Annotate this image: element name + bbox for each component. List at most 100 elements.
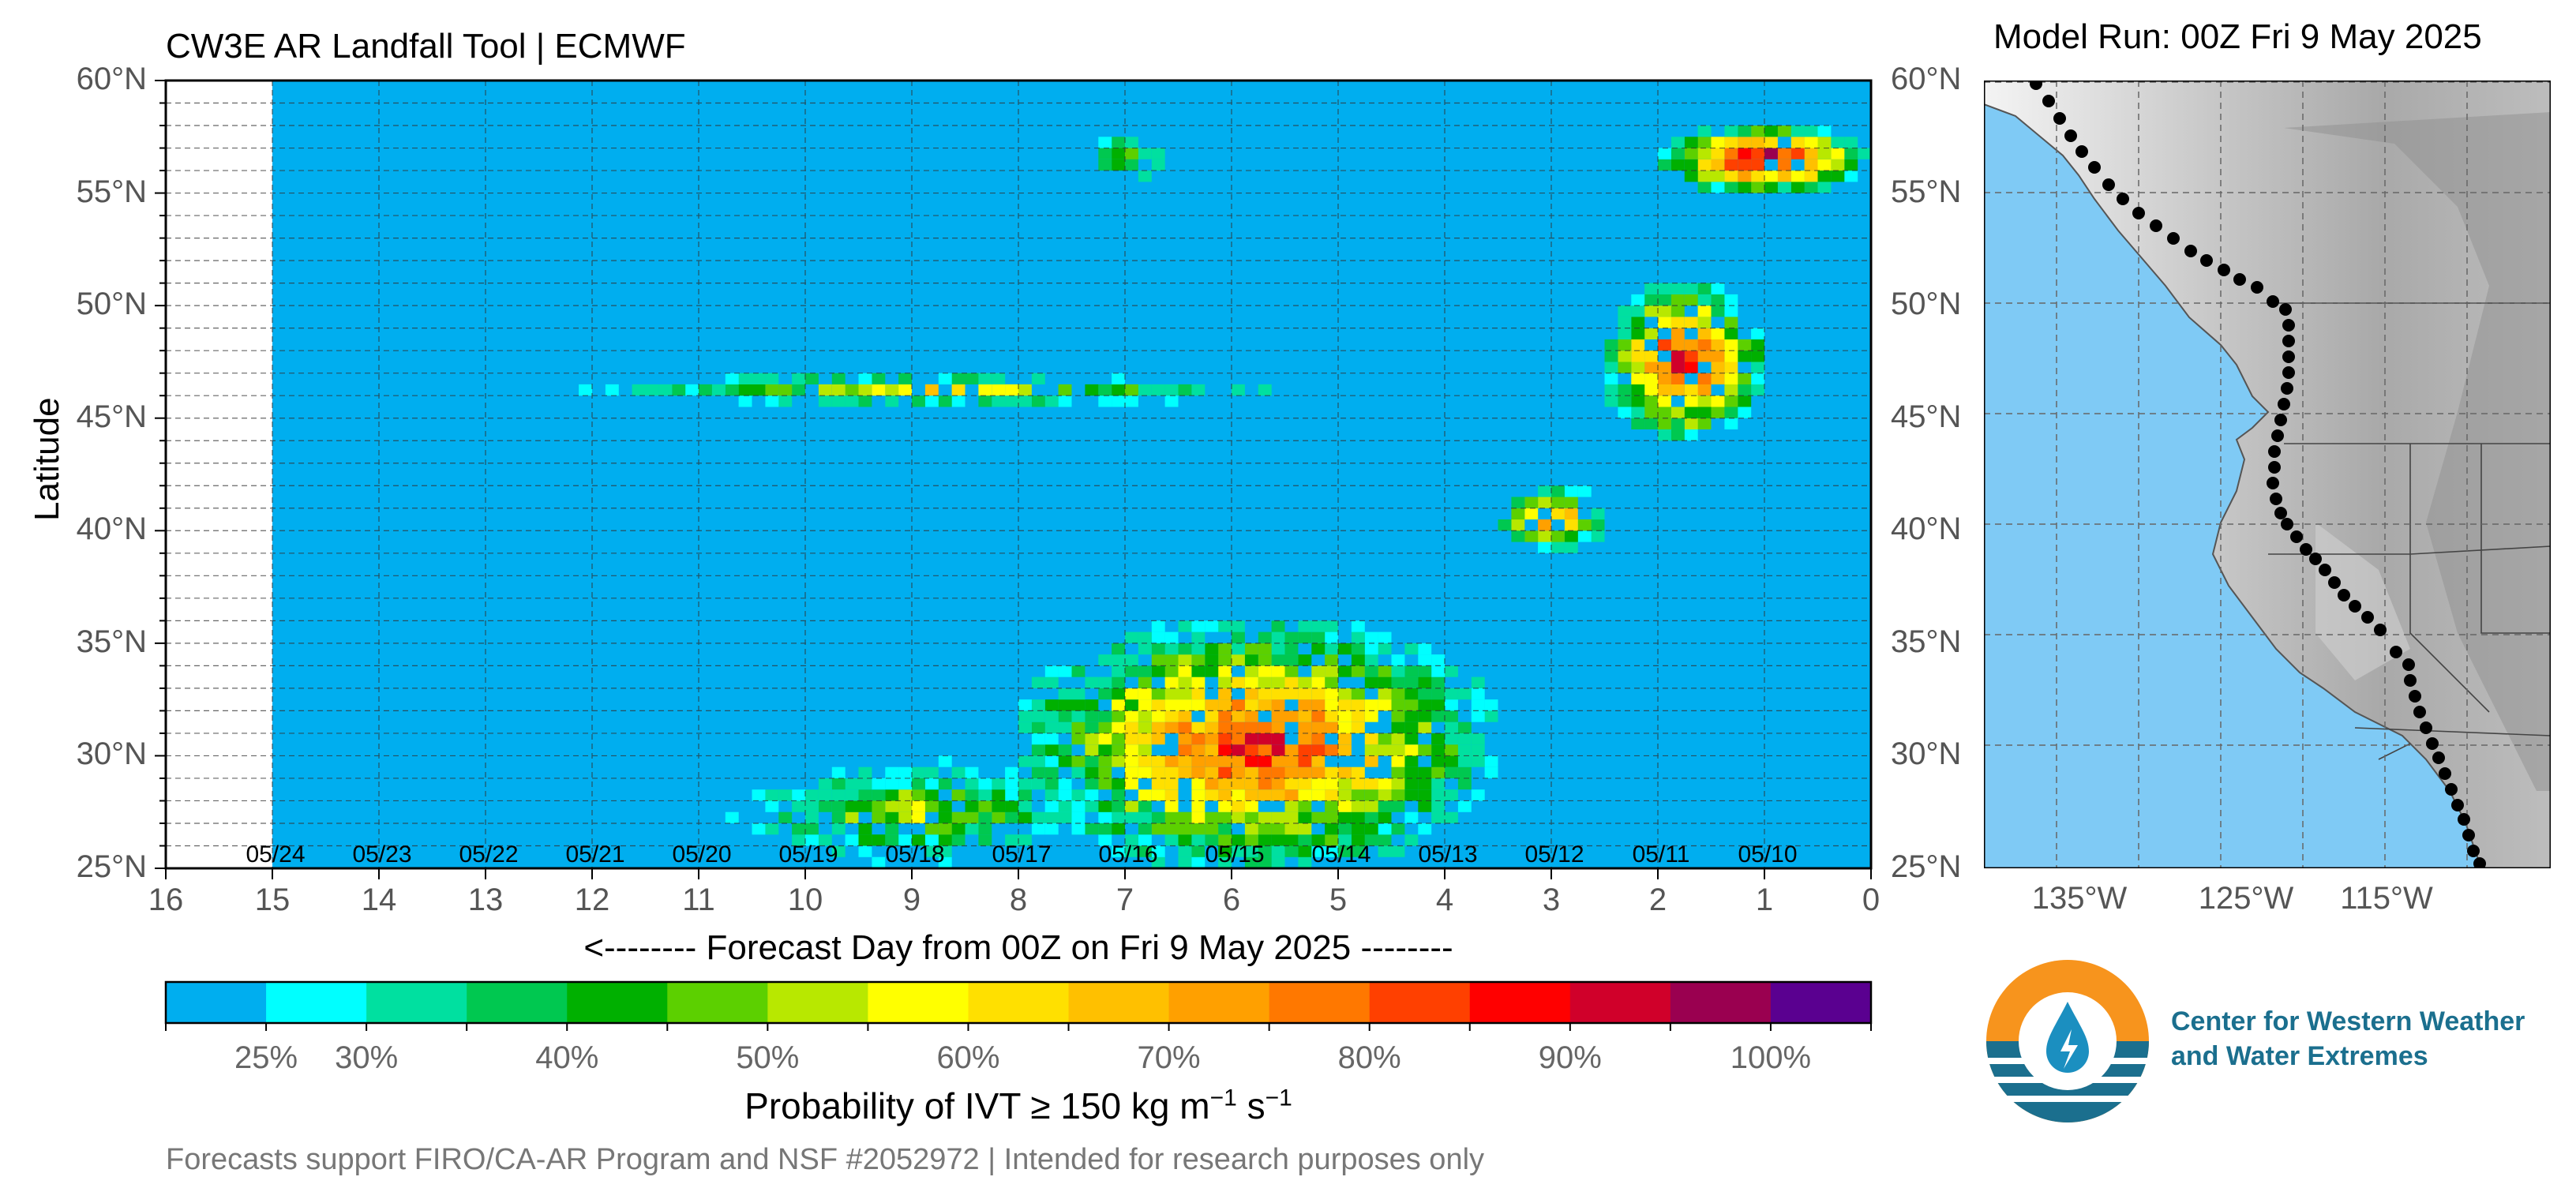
heatmap-cell xyxy=(1670,407,1685,418)
landfall-point xyxy=(2282,319,2295,332)
heatmap-cell xyxy=(1391,688,1405,700)
heatmap-cell xyxy=(1071,789,1086,801)
heatmap-cell xyxy=(1271,778,1285,790)
heatmap-cell xyxy=(1005,811,1018,823)
heatmap-cell xyxy=(924,845,939,857)
x-tick-label: 4 xyxy=(1435,883,1454,917)
heatmap-cell xyxy=(1232,789,1245,801)
heatmap-cell xyxy=(1284,834,1299,846)
heatmap-cell xyxy=(1524,508,1539,520)
heatmap-cell xyxy=(1618,317,1632,328)
heatmap-cell xyxy=(1325,688,1338,700)
heatmap-cell xyxy=(1351,845,1365,857)
heatmap-cell xyxy=(1151,778,1165,790)
heatmap-cell xyxy=(1031,811,1045,823)
heatmap-cell xyxy=(1071,710,1086,722)
landfall-point xyxy=(2281,382,2293,395)
heatmap-cell xyxy=(1364,789,1378,801)
heatmap-cell xyxy=(951,789,966,801)
heatmap-cell xyxy=(1697,317,1712,328)
heatmap-cell xyxy=(831,778,846,790)
heatmap-cell xyxy=(1338,789,1352,801)
heatmap-cell xyxy=(965,766,979,778)
heatmap-cell xyxy=(938,800,952,812)
heatmap-cell xyxy=(1112,159,1125,171)
landfall-point xyxy=(2282,350,2295,363)
heatmap-cell xyxy=(1232,744,1245,756)
heatmap-cell xyxy=(1658,283,1671,294)
heatmap-cell xyxy=(1271,631,1285,643)
heatmap-cell xyxy=(1178,744,1192,756)
landfall-point xyxy=(2267,477,2279,489)
heatmap-cell xyxy=(1298,676,1312,688)
heatmap-cell xyxy=(992,395,1006,407)
heatmap-cell xyxy=(1631,317,1645,328)
colorbar-swatch xyxy=(667,982,768,1023)
heatmap-cell xyxy=(818,778,832,790)
date-labels: 05/24 05/23 05/22 05/21 05/20 05/19 05/18 05/17… xyxy=(246,841,1797,868)
landfall-point xyxy=(2278,398,2290,410)
heatmap-cell xyxy=(1484,710,1498,722)
heatmap-cell xyxy=(1271,733,1285,745)
heatmap-cell xyxy=(1112,778,1125,790)
landfall-point xyxy=(2184,245,2197,257)
heatmap-cell xyxy=(1125,800,1138,812)
heatmap-cell xyxy=(1670,283,1685,294)
heatmap-cell xyxy=(1697,407,1712,418)
heatmap-cell xyxy=(1751,159,1764,171)
heatmap-cell xyxy=(1058,744,1072,756)
heatmap-cell xyxy=(1271,710,1285,722)
heatmap-cell xyxy=(1325,654,1338,666)
heatmap-cell xyxy=(938,778,952,790)
heatmap-cell xyxy=(1018,834,1032,846)
heatmap-cell xyxy=(858,766,872,778)
heatmap-cell xyxy=(1697,305,1712,317)
heatmap-cell xyxy=(951,811,966,823)
landfall-point xyxy=(2309,553,2322,565)
heatmap-cell xyxy=(1790,182,1805,193)
heatmap-cell xyxy=(1071,811,1086,823)
heatmap-cell xyxy=(1031,699,1045,711)
heatmap-cell xyxy=(912,395,925,407)
colorbar-tick-label: 90% xyxy=(1538,1040,1602,1075)
colorbar-tick-label: 70% xyxy=(1137,1040,1201,1075)
heatmap-cell xyxy=(1631,339,1645,351)
heatmap-cell xyxy=(1711,373,1725,384)
heatmap-cell xyxy=(1684,148,1698,159)
heatmap-cell xyxy=(992,789,1006,801)
colorbar-label-mid: s xyxy=(1236,1085,1266,1126)
heatmap-cell xyxy=(1724,384,1738,396)
heatmap-cell xyxy=(1232,755,1245,767)
heatmap-cell xyxy=(1777,126,1791,137)
heatmap-cell xyxy=(1098,811,1112,823)
heatmap-cell xyxy=(1404,676,1419,688)
heatmap-cell xyxy=(1325,778,1338,790)
heatmap-cell xyxy=(1098,654,1112,666)
heatmap-cell xyxy=(1044,800,1059,812)
heatmap-cell xyxy=(1205,834,1219,846)
heatmap-cell xyxy=(924,766,939,778)
date-label: 05/10 xyxy=(1738,841,1797,868)
heatmap-cell xyxy=(872,834,886,846)
heatmap-cell xyxy=(1790,148,1805,159)
heatmap-cell xyxy=(1298,789,1312,801)
heatmap-cell xyxy=(1284,688,1299,700)
landfall-point xyxy=(2467,845,2480,857)
heatmap-cell xyxy=(1191,733,1206,745)
heatmap-cell xyxy=(1431,811,1445,823)
heatmap-cell xyxy=(938,811,952,823)
heatmap-cell xyxy=(912,811,925,823)
heatmap-cell xyxy=(1684,384,1698,396)
heatmap-cell xyxy=(1631,407,1645,418)
heatmap-cell xyxy=(1804,159,1818,171)
heatmap-cell xyxy=(1538,485,1551,497)
heatmap-cell xyxy=(1378,733,1392,745)
heatmap-cell xyxy=(1724,305,1738,317)
heatmap-cell xyxy=(1364,665,1378,677)
heatmap-cell xyxy=(1044,789,1059,801)
heatmap-cell xyxy=(1058,778,1072,790)
heatmap-cell xyxy=(1112,811,1125,823)
heatmap-cell xyxy=(1724,418,1738,429)
heatmap-cell xyxy=(1125,395,1138,407)
heatmap-cell xyxy=(1711,407,1725,418)
